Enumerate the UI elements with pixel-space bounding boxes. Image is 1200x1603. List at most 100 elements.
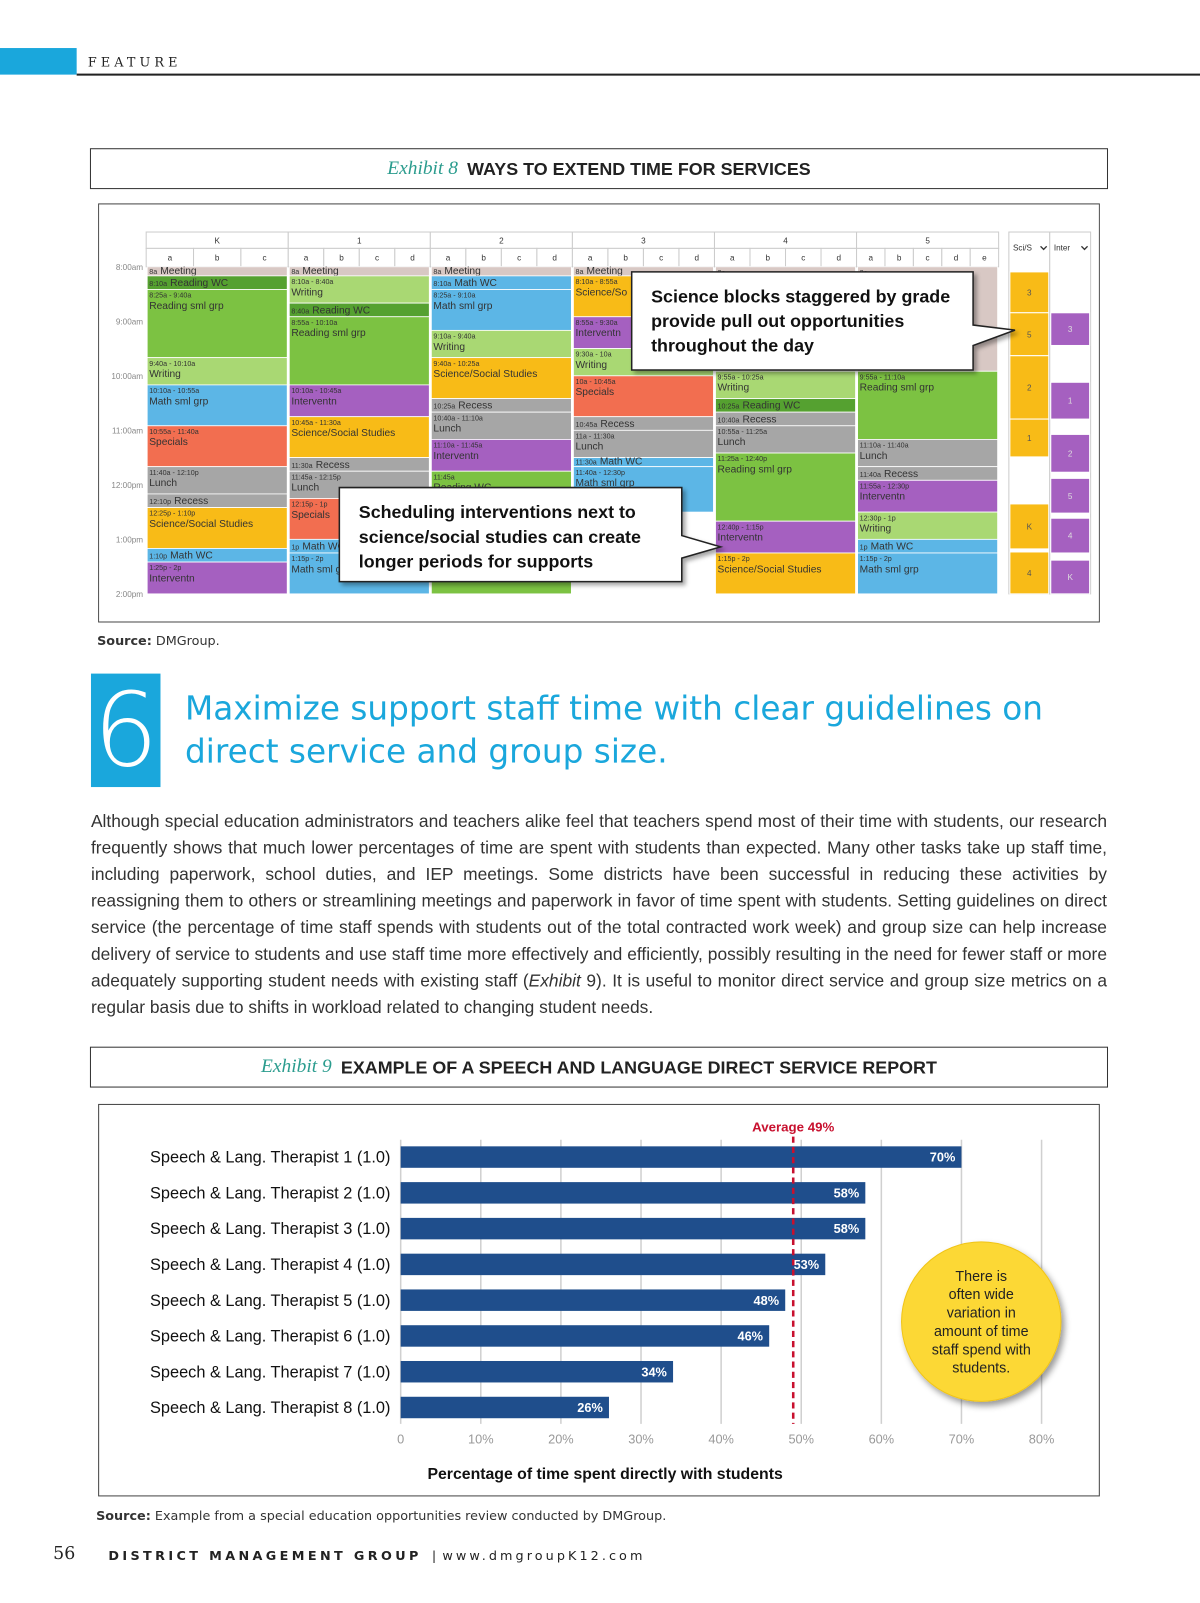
block-text: 11a - 11:30a Lunch <box>575 433 614 453</box>
sub-label: b <box>897 254 902 263</box>
block-label: Meeting <box>586 266 623 277</box>
block-label: Math WC <box>302 542 345 553</box>
block-time: 10:40a - 11:10a <box>433 414 483 422</box>
sub-label: d <box>410 254 415 263</box>
side-cell-label: 4 <box>1068 532 1073 541</box>
block-time: 1p <box>291 544 299 552</box>
block-time: 8:55a - 9:30a <box>575 319 617 327</box>
note-text: amount of time <box>934 1324 1029 1340</box>
block-text: 10:10a - 10:55a Math sml grp <box>149 387 208 407</box>
block-time: 1:15p - 2p <box>291 555 323 563</box>
sub-label: e <box>982 254 987 263</box>
block-text: 12:10p Recess <box>149 496 208 507</box>
block-time: 12:10p <box>149 498 171 506</box>
block-text: 1:15p - 2p Science/Social Studies <box>718 555 822 575</box>
schedule-block <box>857 479 999 513</box>
side-cell <box>1050 559 1091 595</box>
block-text: 11:40a Recess <box>860 469 918 480</box>
note-text: variation in <box>947 1306 1016 1322</box>
section-number: 6 <box>90 673 161 788</box>
block-label: Reading WC <box>312 305 370 316</box>
block-time: 8:40a <box>291 307 309 315</box>
sub-label: c <box>517 254 521 263</box>
grade-label: 1 <box>357 236 362 245</box>
block-text: 12:25p - 1:10p Science/Social Studies <box>149 510 253 530</box>
block-text: 1:25p - 2p Interventn <box>149 564 195 584</box>
block-label: Science/So <box>575 287 627 298</box>
x-tick-label: 80% <box>1029 1431 1055 1446</box>
schedule-block <box>857 511 999 540</box>
schedule-block <box>146 548 288 563</box>
category-label: Speech & Lang. Therapist 1 (1.0) <box>150 1149 390 1167</box>
block-time: 10:55a - 11:40a <box>149 428 199 436</box>
exhibit-heading: Exhibit 8 WAYS TO EXTEND TIME FOR SERVICE… <box>89 148 1109 190</box>
category-label: Speech & Lang. Therapist 8 (1.0) <box>150 1399 390 1417</box>
block-time: 11:40a - 12:30p <box>575 469 625 477</box>
block-label: Lunch <box>291 483 319 494</box>
block-label: Interventn <box>433 451 479 462</box>
bar <box>400 1325 770 1347</box>
block-label: Specials <box>575 387 614 398</box>
block-text: 10:10a - 10:45a Interventn <box>291 387 341 407</box>
block-time: 11a - 11:30a <box>575 433 614 441</box>
block-text: 8:55a - 9:30a Interventn <box>575 319 621 339</box>
time-label: 10:00am <box>111 372 143 381</box>
schedule-block <box>715 452 856 522</box>
block-label: Math sml grp <box>291 564 350 575</box>
block-label: Math sml grp <box>149 396 208 407</box>
block-label: Math WC <box>454 278 497 289</box>
x-tick-label: 70% <box>949 1431 975 1446</box>
dropdown-chevron <box>1080 245 1089 251</box>
schedule-block <box>146 507 288 549</box>
average-label: Average 49% <box>752 1120 834 1135</box>
block-label: Recess <box>600 419 634 430</box>
sub-label: c <box>375 254 379 263</box>
block-label: Interventn <box>291 396 337 407</box>
footer-sep: | <box>431 1547 437 1563</box>
sub-label: b <box>623 254 628 263</box>
source-label: Source: <box>97 632 152 649</box>
callout <box>338 486 724 583</box>
block-text: 9:40a - 10:25a Science/Social Studies <box>433 360 537 380</box>
callout-text: science/social studies can create <box>359 527 641 547</box>
block-text: 8:10a Math WC <box>433 278 497 289</box>
block-text: 11:10a - 11:40a Lunch <box>860 442 909 462</box>
side-cell-label: 3 <box>1027 288 1032 297</box>
side-cell <box>1009 503 1050 550</box>
schedule-block <box>288 316 430 386</box>
sub-label: b <box>215 254 220 263</box>
block-text: 8:25a - 9:10a Math sml grp <box>433 292 492 312</box>
block-time: 1:25p - 2p <box>149 564 181 572</box>
block-time: 11:45a - 12:15p <box>291 473 341 481</box>
callout-text: Scheduling interventions next to <box>359 502 636 522</box>
schedule-block <box>146 425 288 468</box>
block-label: Lunch <box>433 424 461 435</box>
block-label: Interventn <box>149 573 195 584</box>
block-text: 10:40a Recess <box>718 414 777 425</box>
side-cell-label: 2 <box>1027 383 1032 392</box>
block-text: 10:55a - 11:40a Specials <box>149 428 199 448</box>
block-text: 8:40a Reading WC <box>291 305 370 316</box>
sub-label: c <box>263 254 267 263</box>
side-cell <box>1050 312 1091 346</box>
callout-box <box>338 486 724 583</box>
block-text: 10:45a - 11:30a Science/Social Studies <box>291 419 395 439</box>
block-time: 10:25a <box>718 403 740 411</box>
block-text: 11:10a - 11:45a Interventn <box>433 442 482 462</box>
block-time: 10:40a <box>718 416 740 424</box>
block-time: 8a <box>575 268 583 276</box>
callout-text: provide pull out opportunities <box>651 311 904 331</box>
block-time: 11:10a - 11:45a <box>433 442 482 450</box>
block-time: 8:10a <box>433 280 451 288</box>
block-text: 11:40a - 12:10p Lunch <box>149 469 199 489</box>
time-label: 9:00am <box>116 317 143 326</box>
sub-label: d <box>954 254 959 263</box>
block-label: Writing <box>718 383 750 394</box>
block-time: 8:10a - 8:55a <box>575 278 617 286</box>
side-cell <box>1009 551 1050 595</box>
block-label: Writing <box>149 369 181 380</box>
note-text: often wide <box>949 1287 1014 1303</box>
value-label: 46% <box>737 1329 763 1344</box>
side-cell-label: K <box>1027 522 1033 531</box>
side-header: Inter <box>1054 243 1071 252</box>
